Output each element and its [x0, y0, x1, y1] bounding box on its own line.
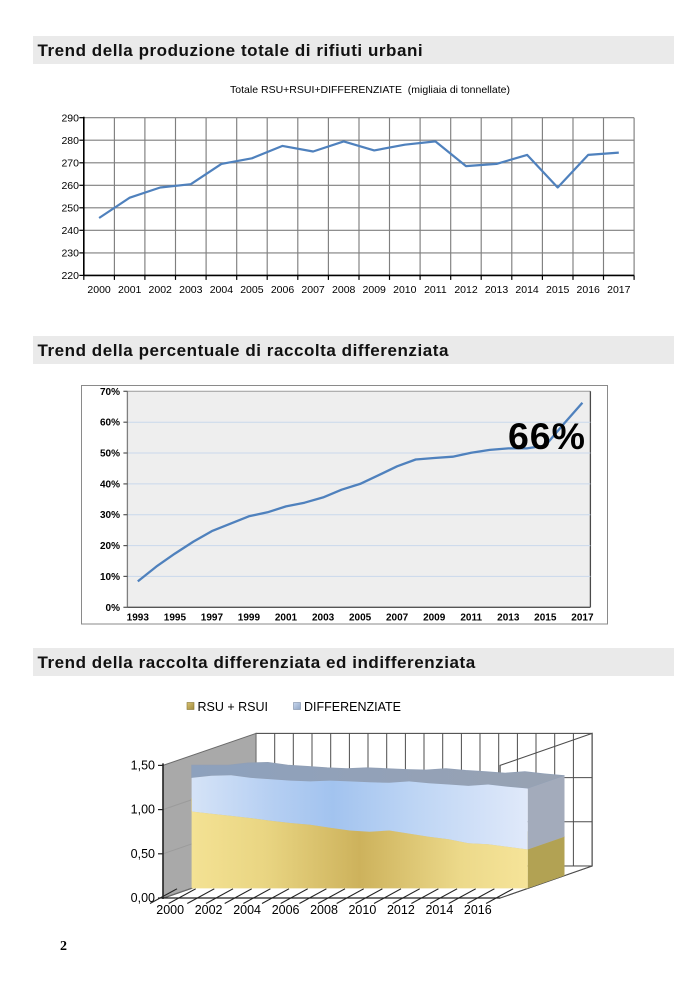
svg-text:1,00: 1,00: [131, 803, 155, 817]
svg-text:2004: 2004: [210, 284, 234, 296]
svg-text:2007: 2007: [386, 613, 409, 624]
svg-text:2002: 2002: [195, 903, 223, 917]
svg-text:2000: 2000: [156, 903, 184, 917]
svg-text:2005: 2005: [240, 284, 264, 296]
svg-text:DIFFERENZIATE: DIFFERENZIATE: [304, 700, 401, 714]
svg-text:66%: 66%: [508, 415, 586, 457]
svg-text:2001: 2001: [118, 284, 142, 296]
svg-text:30%: 30%: [100, 510, 120, 521]
svg-text:2016: 2016: [577, 284, 601, 296]
svg-text:40%: 40%: [100, 479, 120, 490]
svg-text:2016: 2016: [464, 903, 492, 917]
svg-text:2009: 2009: [363, 284, 387, 296]
svg-text:2013: 2013: [485, 284, 509, 296]
svg-text:RSU + RSUI: RSU + RSUI: [198, 700, 269, 714]
svg-text:2000: 2000: [87, 284, 111, 296]
svg-text:290: 290: [61, 113, 79, 125]
svg-text:270: 270: [61, 158, 79, 170]
svg-text:2012: 2012: [387, 903, 415, 917]
svg-text:2017: 2017: [607, 284, 631, 296]
svg-text:240: 240: [61, 225, 79, 237]
svg-text:2009: 2009: [423, 613, 446, 624]
svg-text:220: 220: [61, 270, 79, 282]
svg-text:2008: 2008: [310, 903, 338, 917]
svg-text:50%: 50%: [100, 449, 120, 460]
svg-text:2004: 2004: [233, 903, 261, 917]
svg-text:0,50: 0,50: [131, 847, 155, 861]
svg-text:1993: 1993: [127, 613, 150, 624]
svg-text:2010: 2010: [348, 903, 376, 917]
svg-text:2006: 2006: [271, 284, 295, 296]
svg-text:0%: 0%: [106, 603, 121, 614]
svg-text:Totale RSU+RSUI+DIFFERENZIATE: Totale RSU+RSUI+DIFFERENZIATE (migliaia …: [230, 84, 510, 96]
svg-text:1,50: 1,50: [131, 758, 155, 772]
svg-text:2010: 2010: [393, 284, 417, 296]
svg-text:2006: 2006: [272, 903, 300, 917]
svg-text:2013: 2013: [497, 613, 520, 624]
svg-text:250: 250: [61, 203, 79, 215]
svg-text:2003: 2003: [312, 613, 335, 624]
svg-text:1997: 1997: [201, 613, 224, 624]
svg-text:2012: 2012: [454, 284, 478, 296]
svg-text:20%: 20%: [100, 541, 120, 552]
svg-text:2003: 2003: [179, 284, 203, 296]
svg-text:2014: 2014: [425, 903, 453, 917]
svg-text:70%: 70%: [100, 387, 120, 398]
svg-text:60%: 60%: [100, 418, 120, 429]
svg-text:280: 280: [61, 135, 79, 147]
svg-text:2011: 2011: [424, 284, 447, 296]
svg-text:2005: 2005: [349, 613, 372, 624]
svg-text:230: 230: [61, 248, 79, 260]
svg-text:1995: 1995: [164, 613, 187, 624]
svg-text:2011: 2011: [460, 613, 482, 624]
svg-text:2017: 2017: [571, 613, 594, 624]
svg-text:2015: 2015: [546, 284, 570, 296]
svg-text:2015: 2015: [534, 613, 557, 624]
svg-text:2007: 2007: [301, 284, 325, 296]
svg-text:0,00: 0,00: [131, 891, 155, 905]
svg-text:10%: 10%: [100, 572, 120, 583]
svg-text:1999: 1999: [238, 613, 261, 624]
svg-text:2008: 2008: [332, 284, 356, 296]
svg-text:260: 260: [61, 180, 79, 192]
svg-text:2001: 2001: [275, 613, 298, 624]
svg-text:2002: 2002: [149, 284, 173, 296]
svg-text:2014: 2014: [515, 284, 539, 296]
